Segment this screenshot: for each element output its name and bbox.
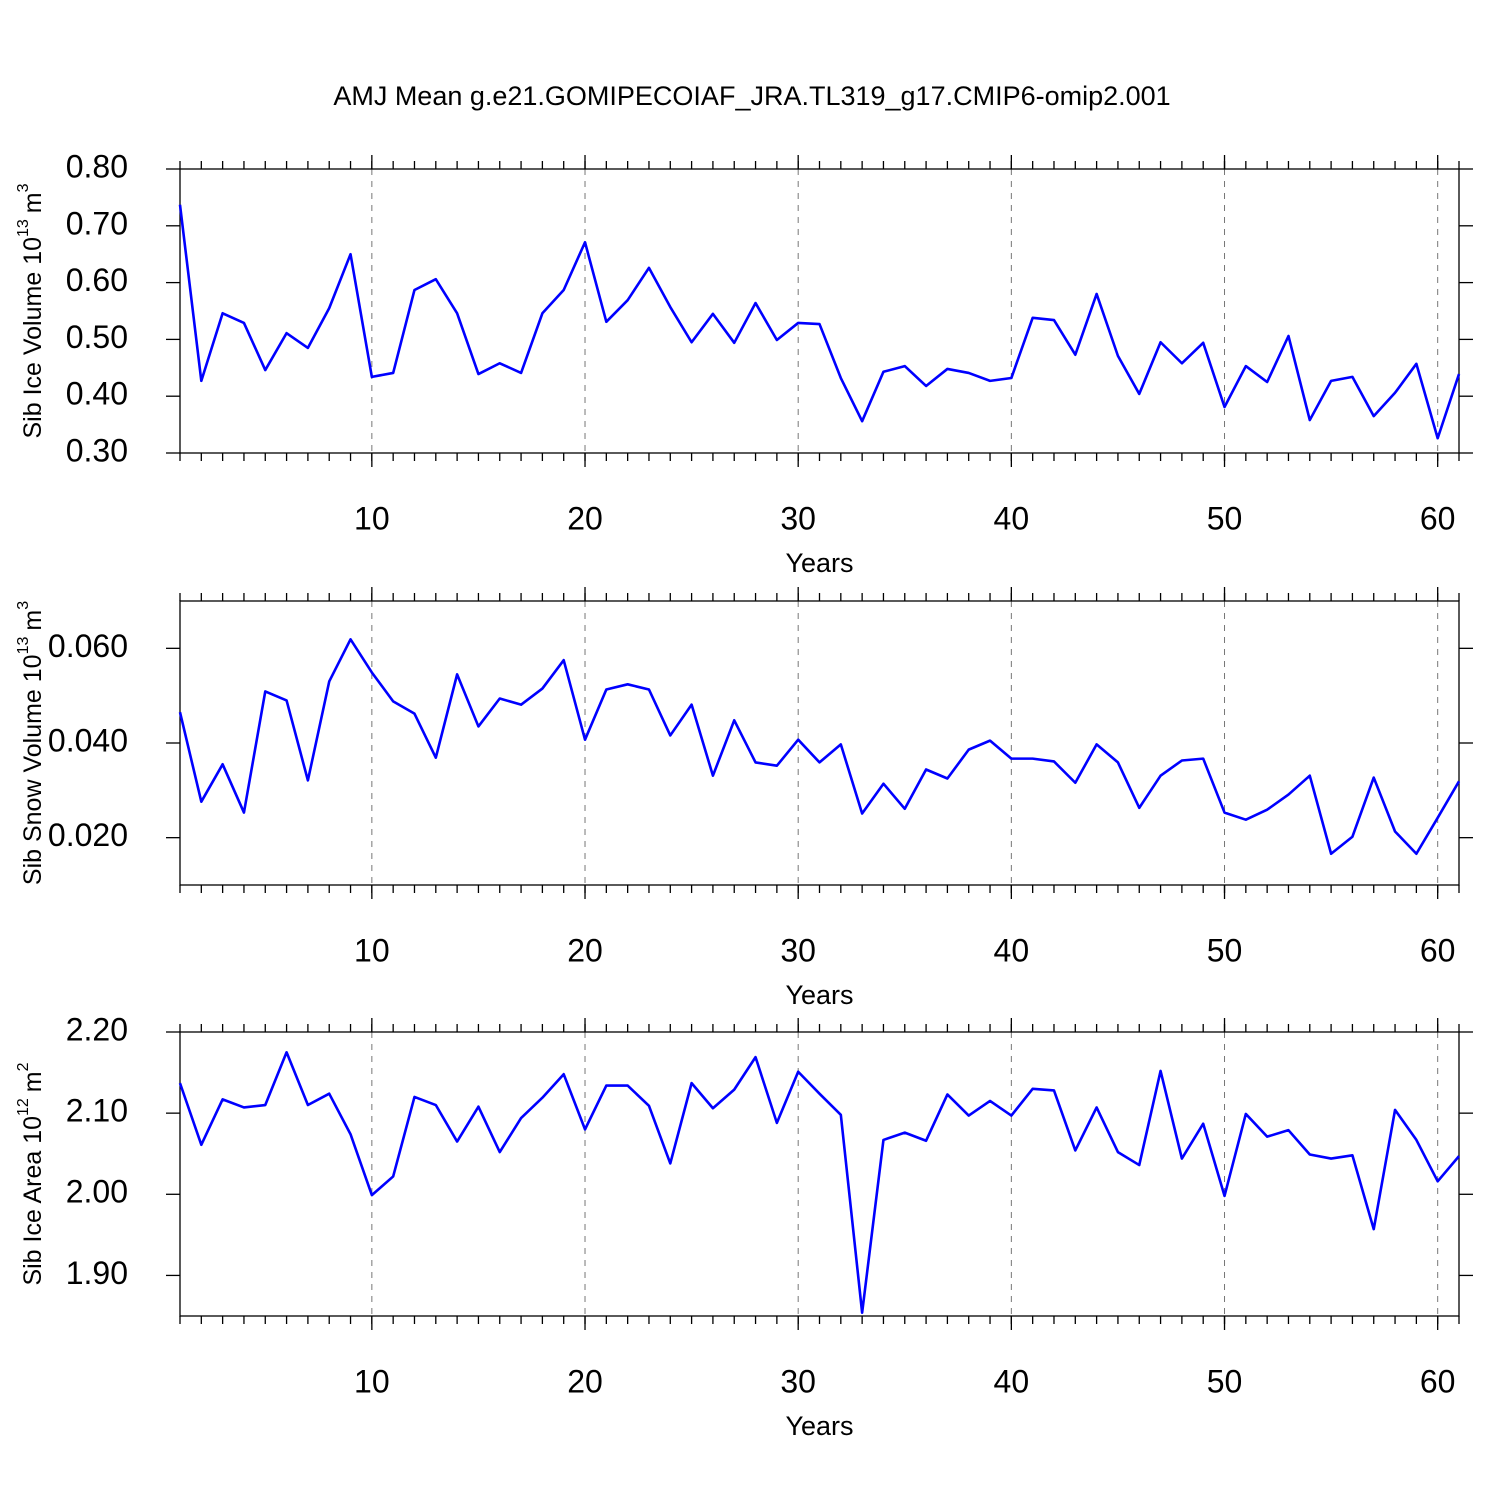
y-tick-label: 0.50 <box>66 319 128 355</box>
y-axis-label-part: 3 <box>15 183 32 192</box>
x-tick-label: 40 <box>994 1363 1030 1399</box>
plot-frame <box>179 168 1460 454</box>
y-tick-label: 0.040 <box>48 722 128 758</box>
x-tick-label: 10 <box>354 1363 390 1399</box>
x-tick-label: 30 <box>780 500 816 536</box>
y-axis-label-part: Sib Ice Volume 10 <box>19 237 47 439</box>
x-tick-label: 20 <box>567 500 603 536</box>
y-axis-label-part: 13 <box>15 637 32 655</box>
y-tick-label: 1.90 <box>66 1255 128 1291</box>
y-axis-label-part: Sib Snow Volume 10 <box>19 654 47 885</box>
x-axis-label: Years <box>785 980 853 1010</box>
y-axis-label-part: 2 <box>15 1062 32 1071</box>
y-axis-label-part: m <box>19 610 47 631</box>
y-tick-label: 0.70 <box>66 205 128 241</box>
y-axis-label-part: 3 <box>15 601 32 610</box>
y-tick-label: 0.80 <box>66 148 128 184</box>
data-line <box>178 1050 1460 1315</box>
x-tick-label: 50 <box>1207 500 1243 536</box>
y-tick-label: 2.10 <box>66 1093 128 1129</box>
x-axis-label: Years <box>785 548 853 578</box>
y-axis-label-part: m <box>19 1071 47 1092</box>
y-axis-label-part: 12 <box>15 1098 32 1116</box>
figure-title: AMJ Mean g.e21.GOMIPECOIAF_JRA.TL319_g17… <box>333 81 1170 111</box>
x-tick-label: 60 <box>1420 1363 1456 1399</box>
y-tick-label: 2.20 <box>66 1011 128 1047</box>
y-tick-label: 0.40 <box>66 376 128 412</box>
x-tick-label: 30 <box>780 1363 816 1399</box>
x-tick-label: 50 <box>1207 1363 1243 1399</box>
x-tick-label: 10 <box>354 932 390 968</box>
y-axis-label-part: m <box>19 192 47 213</box>
y-axis-label-part: 13 <box>15 219 32 237</box>
y-axis-label-part: Sib Ice Area 10 <box>19 1116 47 1286</box>
y-tick-label: 0.60 <box>66 262 128 298</box>
x-tick-label: 50 <box>1207 932 1243 968</box>
data-line <box>178 638 1461 856</box>
plot-frame <box>179 600 1460 886</box>
x-tick-label: 30 <box>780 932 816 968</box>
plot-frame <box>179 1031 1460 1317</box>
x-tick-label: 60 <box>1420 500 1456 536</box>
y-axis-label: Sib Ice Volume 1013 m3 <box>15 183 46 438</box>
x-tick-label: 10 <box>354 500 390 536</box>
x-tick-label: 20 <box>567 932 603 968</box>
x-tick-label: 60 <box>1420 932 1456 968</box>
x-tick-label: 40 <box>994 932 1030 968</box>
y-tick-label: 2.00 <box>66 1174 128 1210</box>
y-axis-label: Sib Snow Volume 1013 m3 <box>15 601 46 885</box>
y-axis-label: Sib Ice Area 1012 m2 <box>15 1062 46 1285</box>
data-line <box>178 204 1461 440</box>
x-axis-label: Years <box>785 1411 853 1441</box>
x-tick-label: 40 <box>994 500 1030 536</box>
x-tick-label: 20 <box>567 1363 603 1399</box>
y-tick-label: 0.060 <box>48 628 128 664</box>
y-tick-label: 0.020 <box>48 817 128 853</box>
y-tick-label: 0.30 <box>66 432 128 468</box>
